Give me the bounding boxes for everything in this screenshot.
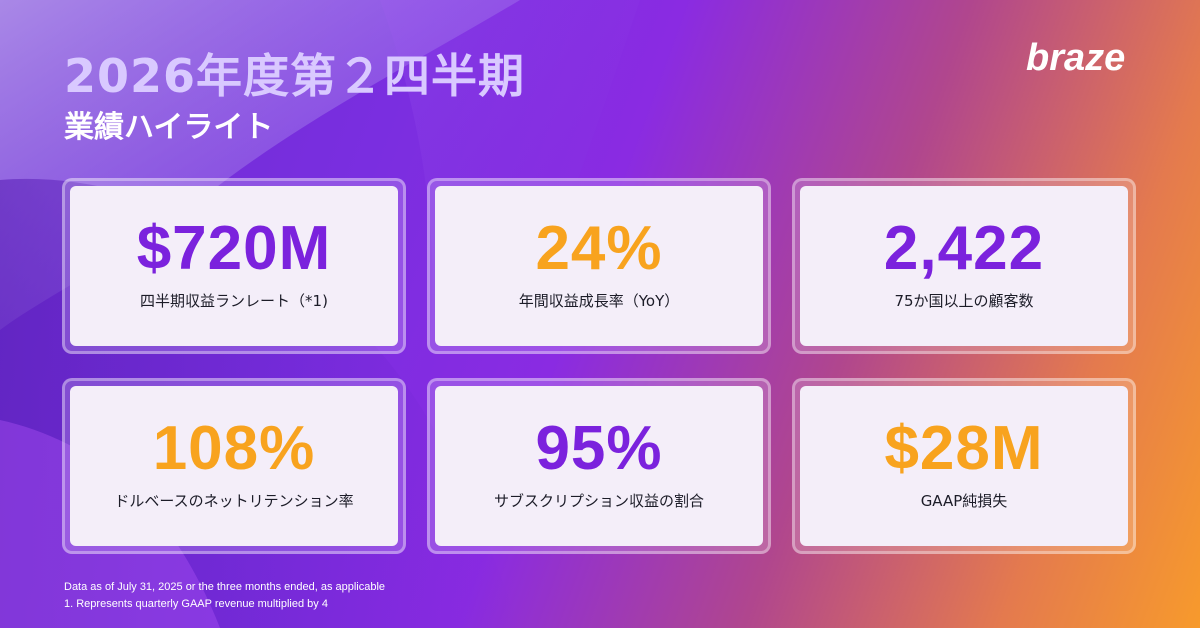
stat-value-net-loss: $28M [884,414,1044,483]
stat-card-customers: 2,422 75か国以上の顧客数 [792,178,1136,354]
stat-card-body: 95% サブスクリプション収益の割合 [435,386,763,546]
stat-card-body: $720M 四半期収益ランレート（*1) [70,186,398,346]
stat-card-net-loss: $28M GAAP純損失 [792,378,1136,554]
stat-card-body: 108% ドルベースのネットリテンション率 [70,386,398,546]
footnote-run-rate: 1. Represents quarterly GAAP revenue mul… [64,598,328,610]
stat-label-subscription: サブスクリプション収益の割合 [493,492,704,510]
stat-card-growth: 24% 年間収益成長率（YoY） [427,178,771,354]
stat-card-body: 24% 年間収益成長率（YoY） [435,186,763,346]
stat-label-net-loss: GAAP純損失 [920,492,1008,510]
braze-logo: braze [1026,37,1125,79]
stat-value-growth: 24% [535,214,663,283]
stat-card-subscription: 95% サブスクリプション収益の割合 [427,378,771,554]
stat-value-retention: 108% [152,414,316,483]
stat-value-customers: 2,422 [883,214,1045,283]
stat-value-run-rate: $720M [136,214,332,283]
stat-card-body: $28M GAAP純損失 [800,386,1128,546]
stat-label-retention: ドルベースのネットリテンション率 [114,492,354,510]
page-subtitle: 業績ハイライト [64,110,274,145]
stat-label-customers: 75か国以上の顧客数 [894,292,1034,310]
stat-label-growth: 年間収益成長率（YoY） [518,292,680,310]
page-title: 2026年度第２四半期 [64,49,526,103]
footnote-data-date: Data as of July 31, 2025 or the three mo… [64,581,386,593]
stat-value-subscription: 95% [535,414,663,483]
stat-label-run-rate: 四半期収益ランレート（*1) [140,292,328,310]
braze-logo-text: braze [1026,37,1125,79]
stat-card-retention: 108% ドルベースのネットリテンション率 [62,378,406,554]
stat-card-body: 2,422 75か国以上の顧客数 [800,186,1128,346]
stat-card-run-rate: $720M 四半期収益ランレート（*1) [62,178,406,354]
